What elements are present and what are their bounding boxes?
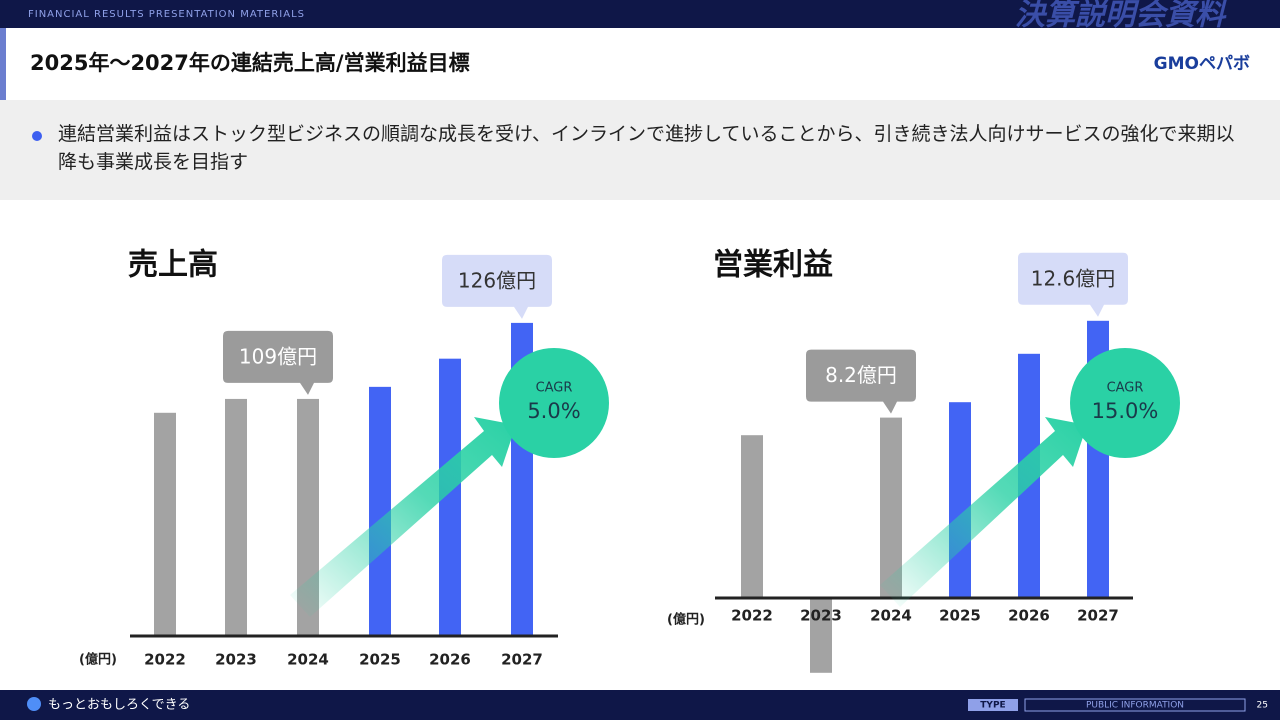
bar [439, 358, 461, 636]
value-label: 109億円 [239, 344, 317, 368]
cagr-circle [1070, 348, 1180, 458]
x-tick-label: 2024 [287, 651, 329, 669]
info-box [1024, 698, 1246, 712]
callout [223, 330, 333, 395]
x-tick-label: 2024 [870, 607, 912, 625]
x-tick-label: 2023 [215, 651, 257, 669]
slide-title: 2025年～2027年の連結売上高/営業利益目標 [30, 51, 470, 75]
title-stripe [0, 28, 6, 100]
slogan: もっとおもしろくできる [48, 698, 190, 713]
chart-title: 売上高 [128, 248, 218, 283]
type-label: TYPE [980, 701, 1005, 711]
callout [1018, 252, 1128, 317]
chart-title: 営業利益 [713, 248, 833, 283]
cagr-circle [499, 348, 609, 458]
logo: GMOペパボ [1154, 54, 1250, 74]
cagr-label: CAGR [536, 381, 573, 396]
page-number: 25 [1257, 701, 1268, 711]
type-box [968, 699, 1018, 711]
tagline: FINANCIAL RESULTS PRESENTATION MATERIALS [28, 9, 305, 20]
bar [810, 598, 832, 673]
x-tick-label: 2026 [1008, 607, 1050, 625]
footer-icon [27, 697, 41, 711]
cagr-value: 5.0% [527, 399, 580, 423]
growth-arrow [290, 417, 516, 617]
value-label: 126億円 [458, 268, 536, 292]
bullet-dot [32, 131, 42, 141]
bullet-box: 連結営業利益はストック型ビジネスの順調な成長を受け、インラインで進捗していること… [58, 123, 1235, 173]
info-label: PUBLIC INFORMATION [1086, 701, 1184, 711]
badge: 決算説明会資料 [1015, 0, 1228, 33]
x-tick-label: 2023 [800, 607, 842, 625]
x-tick-label: 2027 [1077, 607, 1119, 625]
bar [741, 435, 763, 598]
bullet-text: 連結営業利益はストック型ビジネスの順調な成長を受け、インラインで進捗していること… [58, 123, 1235, 173]
top-band [0, 0, 1280, 28]
y-unit: (億円) [667, 612, 705, 628]
x-tick-label: 2025 [939, 607, 981, 625]
value-label: 8.2億円 [825, 363, 897, 387]
callout [442, 254, 552, 319]
x-tick-label: 2027 [501, 651, 543, 669]
bar [949, 402, 971, 598]
x-tick-label: 2025 [359, 651, 401, 669]
growth-arrow [880, 417, 1087, 607]
footer-band [0, 690, 1280, 720]
bullet-area [0, 100, 1280, 200]
bar [880, 417, 902, 598]
x-tick-label: 2022 [144, 651, 186, 669]
x-tick-label: 2022 [731, 607, 773, 625]
cagr-label: CAGR [1107, 381, 1144, 396]
bar [225, 398, 247, 636]
y-unit: (億円) [79, 652, 117, 668]
callout [806, 349, 916, 414]
x-tick-label: 2026 [429, 651, 471, 669]
cagr-value: 15.0% [1092, 399, 1159, 423]
bar [154, 412, 176, 636]
value-label: 12.6億円 [1031, 266, 1116, 290]
bar [369, 386, 391, 636]
